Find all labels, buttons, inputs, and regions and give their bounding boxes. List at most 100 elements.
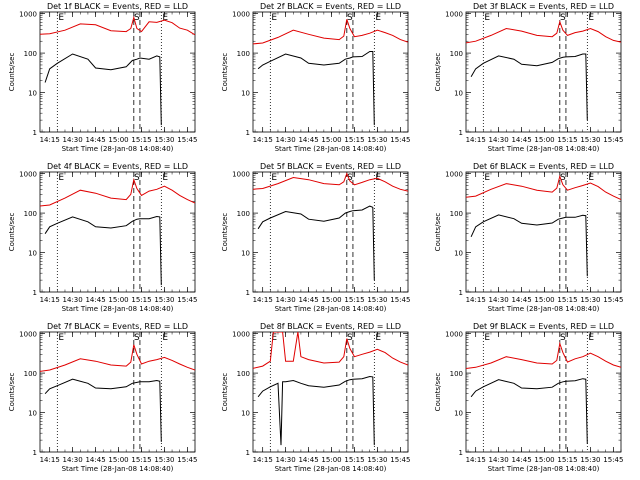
marker-label-s: S	[347, 173, 353, 183]
x-tick-label: 15:30	[580, 456, 600, 464]
y-tick-label: 100	[237, 210, 250, 218]
y-axis-label: Counts/sec	[221, 53, 229, 92]
y-tick-label: 10	[454, 250, 463, 258]
marker-label-s: S	[560, 333, 566, 343]
panel-title: Det 2f BLACK = Events, RED = LLD	[260, 2, 401, 11]
x-tick-label: 15:00	[321, 456, 341, 464]
y-tick-label: 10	[28, 410, 37, 418]
events-series-line	[470, 378, 588, 444]
y-tick-label: 1	[33, 449, 37, 457]
lld-series-line	[253, 332, 408, 369]
x-tick-label: 15:45	[390, 456, 410, 464]
y-tick-label: 10	[241, 410, 250, 418]
x-tick-label: 14:15	[466, 136, 486, 144]
y-axis-label: Counts/sec	[434, 53, 442, 92]
y-tick-label: 10	[28, 250, 37, 258]
y-axis-label: Counts/sec	[8, 213, 16, 252]
y-tick-label: 1	[459, 289, 463, 297]
x-tick-label: 15:00	[321, 296, 341, 304]
y-tick-label: 1	[459, 449, 463, 457]
y-tick-label: 100	[24, 50, 37, 58]
plot-frame	[465, 171, 622, 293]
marker-label-e: E	[484, 13, 490, 23]
x-tick-label: 14:15	[40, 136, 60, 144]
x-axis-label: Start Time (28-Jan-08 14:08:40)	[488, 465, 600, 473]
x-tick-label: 15:15	[344, 136, 364, 144]
x-tick-label: 14:30	[489, 456, 509, 464]
marker-label-s: S	[560, 173, 566, 183]
y-tick-label: 1	[246, 129, 250, 137]
y-tick-label: 100	[450, 210, 463, 218]
events-series-line	[44, 215, 162, 286]
x-tick-label: 15:00	[534, 296, 554, 304]
panel-title: Det 3f BLACK = Events, RED = LLD	[473, 2, 614, 11]
y-tick-label: 100	[450, 370, 463, 378]
x-tick-label: 14:30	[276, 456, 296, 464]
plot-frame	[252, 331, 409, 453]
x-tick-label: 14:45	[85, 296, 105, 304]
x-axis-label: Start Time (28-Jan-08 14:08:40)	[62, 465, 174, 473]
x-tick-label: 15:15	[131, 456, 151, 464]
y-axis-label: Counts/sec	[221, 213, 229, 252]
marker-label-e: E	[58, 13, 64, 23]
marker-label-s: S	[134, 13, 140, 23]
x-tick-label: 15:30	[580, 296, 600, 304]
panel-title: Det 9f BLACK = Events, RED = LLD	[473, 322, 614, 331]
x-tick-label: 15:15	[557, 296, 577, 304]
y-tick-label: 10	[28, 90, 37, 98]
x-tick-label: 14:30	[63, 456, 83, 464]
lld-series-line	[253, 172, 408, 192]
x-tick-label: 15:15	[131, 296, 151, 304]
marker-label-e: E	[375, 333, 381, 343]
plot-frame	[252, 11, 409, 133]
y-tick-label: 1000	[232, 171, 250, 179]
marker-label-e: E	[271, 173, 277, 183]
plot-frame	[465, 11, 622, 133]
x-axis-label: Start Time (28-Jan-08 14:08:40)	[275, 465, 387, 473]
plot-frame	[39, 331, 196, 453]
y-tick-label: 1	[246, 289, 250, 297]
panel-2: Det 2f BLACK = Events, RED = LLD 1 10 100 10…	[221, 2, 410, 153]
y-tick-label: 1000	[445, 331, 463, 339]
x-tick-label: 14:30	[63, 136, 83, 144]
events-series-line	[470, 214, 588, 277]
x-tick-label: 14:30	[489, 136, 509, 144]
y-tick-label: 10	[241, 90, 250, 98]
y-axis-label: Counts/sec	[434, 213, 442, 252]
y-tick-label: 100	[24, 210, 37, 218]
marker-label-e: E	[588, 13, 594, 23]
events-series-line	[257, 375, 375, 446]
marker-label-e: E	[271, 333, 277, 343]
marker-label-e: E	[162, 173, 168, 183]
marker-label-e: E	[162, 13, 168, 23]
x-tick-label: 14:15	[466, 296, 486, 304]
panel-5: Det 5f BLACK = Events, RED = LLD 1 10 100 10…	[221, 162, 410, 313]
y-axis-label: Counts/sec	[221, 373, 229, 412]
y-tick-label: 100	[237, 370, 250, 378]
events-series-line	[470, 53, 588, 121]
y-tick-label: 10	[241, 250, 250, 258]
x-tick-label: 15:45	[603, 296, 623, 304]
y-tick-label: 1000	[19, 11, 37, 19]
marker-label-e: E	[484, 173, 490, 183]
y-tick-label: 1000	[232, 11, 250, 19]
panel-title: Det 6f BLACK = Events, RED = LLD	[473, 162, 614, 171]
x-tick-label: 15:45	[177, 136, 197, 144]
x-axis-label: Start Time (28-Jan-08 14:08:40)	[62, 305, 174, 313]
y-tick-label: 1	[246, 449, 250, 457]
panel-9: Det 9f BLACK = Events, RED = LLD 1 10 100 10…	[434, 322, 623, 473]
events-series-line	[44, 53, 162, 126]
x-tick-label: 14:15	[253, 296, 273, 304]
x-tick-label: 15:45	[177, 456, 197, 464]
x-tick-label: 14:15	[253, 136, 273, 144]
x-tick-label: 15:30	[367, 456, 387, 464]
x-tick-label: 15:15	[557, 136, 577, 144]
x-tick-label: 15:30	[154, 456, 174, 464]
events-series-line	[257, 205, 375, 281]
lld-series-line	[253, 19, 408, 45]
lld-series-line	[40, 344, 195, 372]
marker-label-e: E	[271, 13, 277, 23]
panel-3: Det 3f BLACK = Events, RED = LLD 1 10 100 10…	[434, 2, 623, 153]
marker-label-e: E	[58, 173, 64, 183]
